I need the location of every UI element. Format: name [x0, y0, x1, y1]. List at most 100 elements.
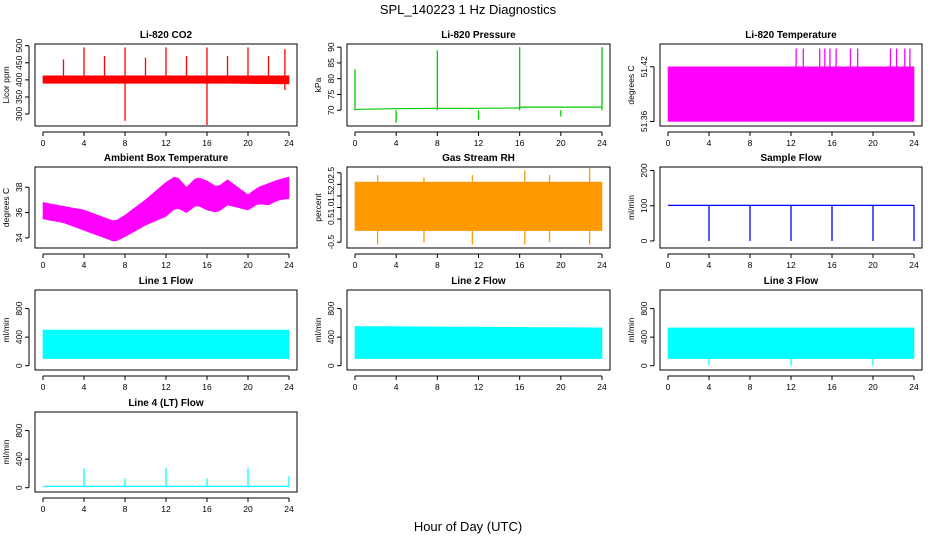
x-tick-label: 4	[394, 138, 399, 148]
x-tick-label: 8	[748, 138, 753, 148]
y-axis-label: ml/min	[313, 317, 323, 342]
series-band-1	[667, 66, 915, 122]
figure-title: SPL_140223 1 Hz Diagnostics	[380, 2, 557, 17]
plot-data	[354, 168, 603, 245]
x-tick-label: 0	[666, 138, 671, 148]
y-tick-label: 800	[14, 301, 24, 315]
x-tick-label: 24	[597, 138, 607, 148]
x-tick-label: 4	[707, 382, 712, 392]
y-tick-label: 90	[326, 42, 336, 52]
plot-data	[42, 329, 290, 359]
x-tick-label: 16	[515, 138, 525, 148]
panel-title: Gas Stream RH	[442, 153, 515, 164]
panel-6: Sample Flow 0 4 8 12 16 20 24 0 100 200 ml/min	[626, 153, 923, 270]
series-band-1	[354, 181, 603, 231]
x-tick-label: 20	[556, 260, 566, 270]
y-tick-label: 0	[639, 363, 649, 368]
panel-title: Li-820 Temperature	[745, 30, 837, 41]
y-tick-label: 85	[326, 58, 336, 68]
x-tick-label: 24	[909, 260, 919, 270]
x-tick-label: 24	[909, 138, 919, 148]
x-tick-label: 16	[202, 382, 212, 392]
y-tick-label: 2.0	[326, 178, 336, 190]
y-axis-label: Licor ppm	[1, 66, 11, 103]
y-axis-label: ml/min	[1, 439, 11, 464]
y-tick-label: 450	[14, 55, 24, 69]
figure-xlabel: Hour of Day (UTC)	[414, 519, 522, 534]
x-tick-label: 8	[748, 260, 753, 270]
panel-4: Ambient Box Temperature 0 4 8 12 16 20 24 34 36 38…	[1, 153, 298, 270]
plot-data	[354, 47, 603, 123]
y-axis-label: ml/min	[626, 195, 636, 220]
y-tick-label: 800	[639, 301, 649, 315]
y-tick-label: 200	[639, 163, 649, 177]
y-tick-label: 0.5	[326, 213, 336, 225]
series-band-1	[667, 327, 915, 359]
panel-2: Li-820 Pressure 0 4 8 12 16 20 24 70 75 80 85 90 kPa	[313, 30, 611, 148]
x-tick-label: 20	[556, 138, 566, 148]
x-tick-label: 20	[243, 382, 253, 392]
panel-title: Line 3 Flow	[764, 276, 819, 287]
panel-title: Li-820 Pressure	[441, 30, 516, 41]
y-tick-label: 800	[14, 423, 24, 437]
y-tick-label: 400	[639, 330, 649, 344]
series-band-1	[42, 176, 290, 242]
y-tick-label: 36	[14, 208, 24, 218]
x-tick-label: 24	[597, 260, 607, 270]
x-tick-label: 24	[284, 382, 294, 392]
x-tick-label: 24	[284, 504, 294, 514]
y-axis-label: ml/min	[626, 317, 636, 342]
series-band-1	[42, 329, 290, 359]
x-tick-label: 12	[161, 382, 171, 392]
x-tick-label: 20	[556, 382, 566, 392]
x-tick-label: 0	[41, 382, 46, 392]
y-tick-label: 2.5	[326, 167, 336, 179]
x-tick-label: 16	[515, 260, 525, 270]
x-tick-label: 4	[82, 382, 87, 392]
x-tick-label: 4	[394, 382, 399, 392]
x-tick-label: 4	[82, 138, 87, 148]
x-tick-label: 4	[707, 138, 712, 148]
plot-frame	[659, 43, 923, 127]
x-tick-label: 16	[202, 504, 212, 514]
y-tick-label: 34	[14, 233, 24, 243]
y-tick-label: 51.42	[639, 56, 649, 78]
plot-data	[668, 204, 915, 241]
plot-frame	[34, 43, 298, 127]
x-tick-label: 4	[82, 504, 87, 514]
x-tick-label: 24	[909, 382, 919, 392]
plot-frame	[346, 43, 611, 127]
plot-data	[667, 327, 915, 366]
y-tick-label: 300	[14, 107, 24, 121]
x-tick-label: 0	[666, 382, 671, 392]
x-tick-label: 0	[353, 260, 358, 270]
x-tick-label: 16	[827, 138, 837, 148]
y-axis-label: degrees C	[1, 188, 11, 227]
panel-title: Line 4 (LT) Flow	[128, 398, 204, 409]
x-tick-label: 16	[827, 382, 837, 392]
y-tick-label: 1.0	[326, 201, 336, 213]
plot-data	[42, 47, 290, 125]
plot-frame	[346, 289, 611, 371]
y-tick-label: 400	[326, 330, 336, 344]
x-tick-label: 16	[515, 382, 525, 392]
plot-data	[667, 48, 915, 122]
panel-title: Li-820 CO2	[140, 30, 193, 41]
x-tick-label: 16	[827, 260, 837, 270]
x-tick-label: 0	[41, 504, 46, 514]
x-tick-label: 20	[868, 138, 878, 148]
x-tick-label: 8	[123, 260, 128, 270]
x-tick-label: 12	[786, 138, 796, 148]
y-tick-label: 400	[14, 73, 24, 87]
x-tick-label: 12	[474, 382, 484, 392]
x-tick-label: 0	[666, 260, 671, 270]
y-tick-label: 500	[14, 38, 24, 52]
y-axis-label: kPa	[313, 77, 323, 92]
x-tick-label: 16	[202, 260, 212, 270]
x-tick-label: 12	[161, 138, 171, 148]
panel-1: Li-820 CO2 0 4 8 12 16 20 24 300 350 400 450 500 Lico…	[1, 30, 298, 148]
